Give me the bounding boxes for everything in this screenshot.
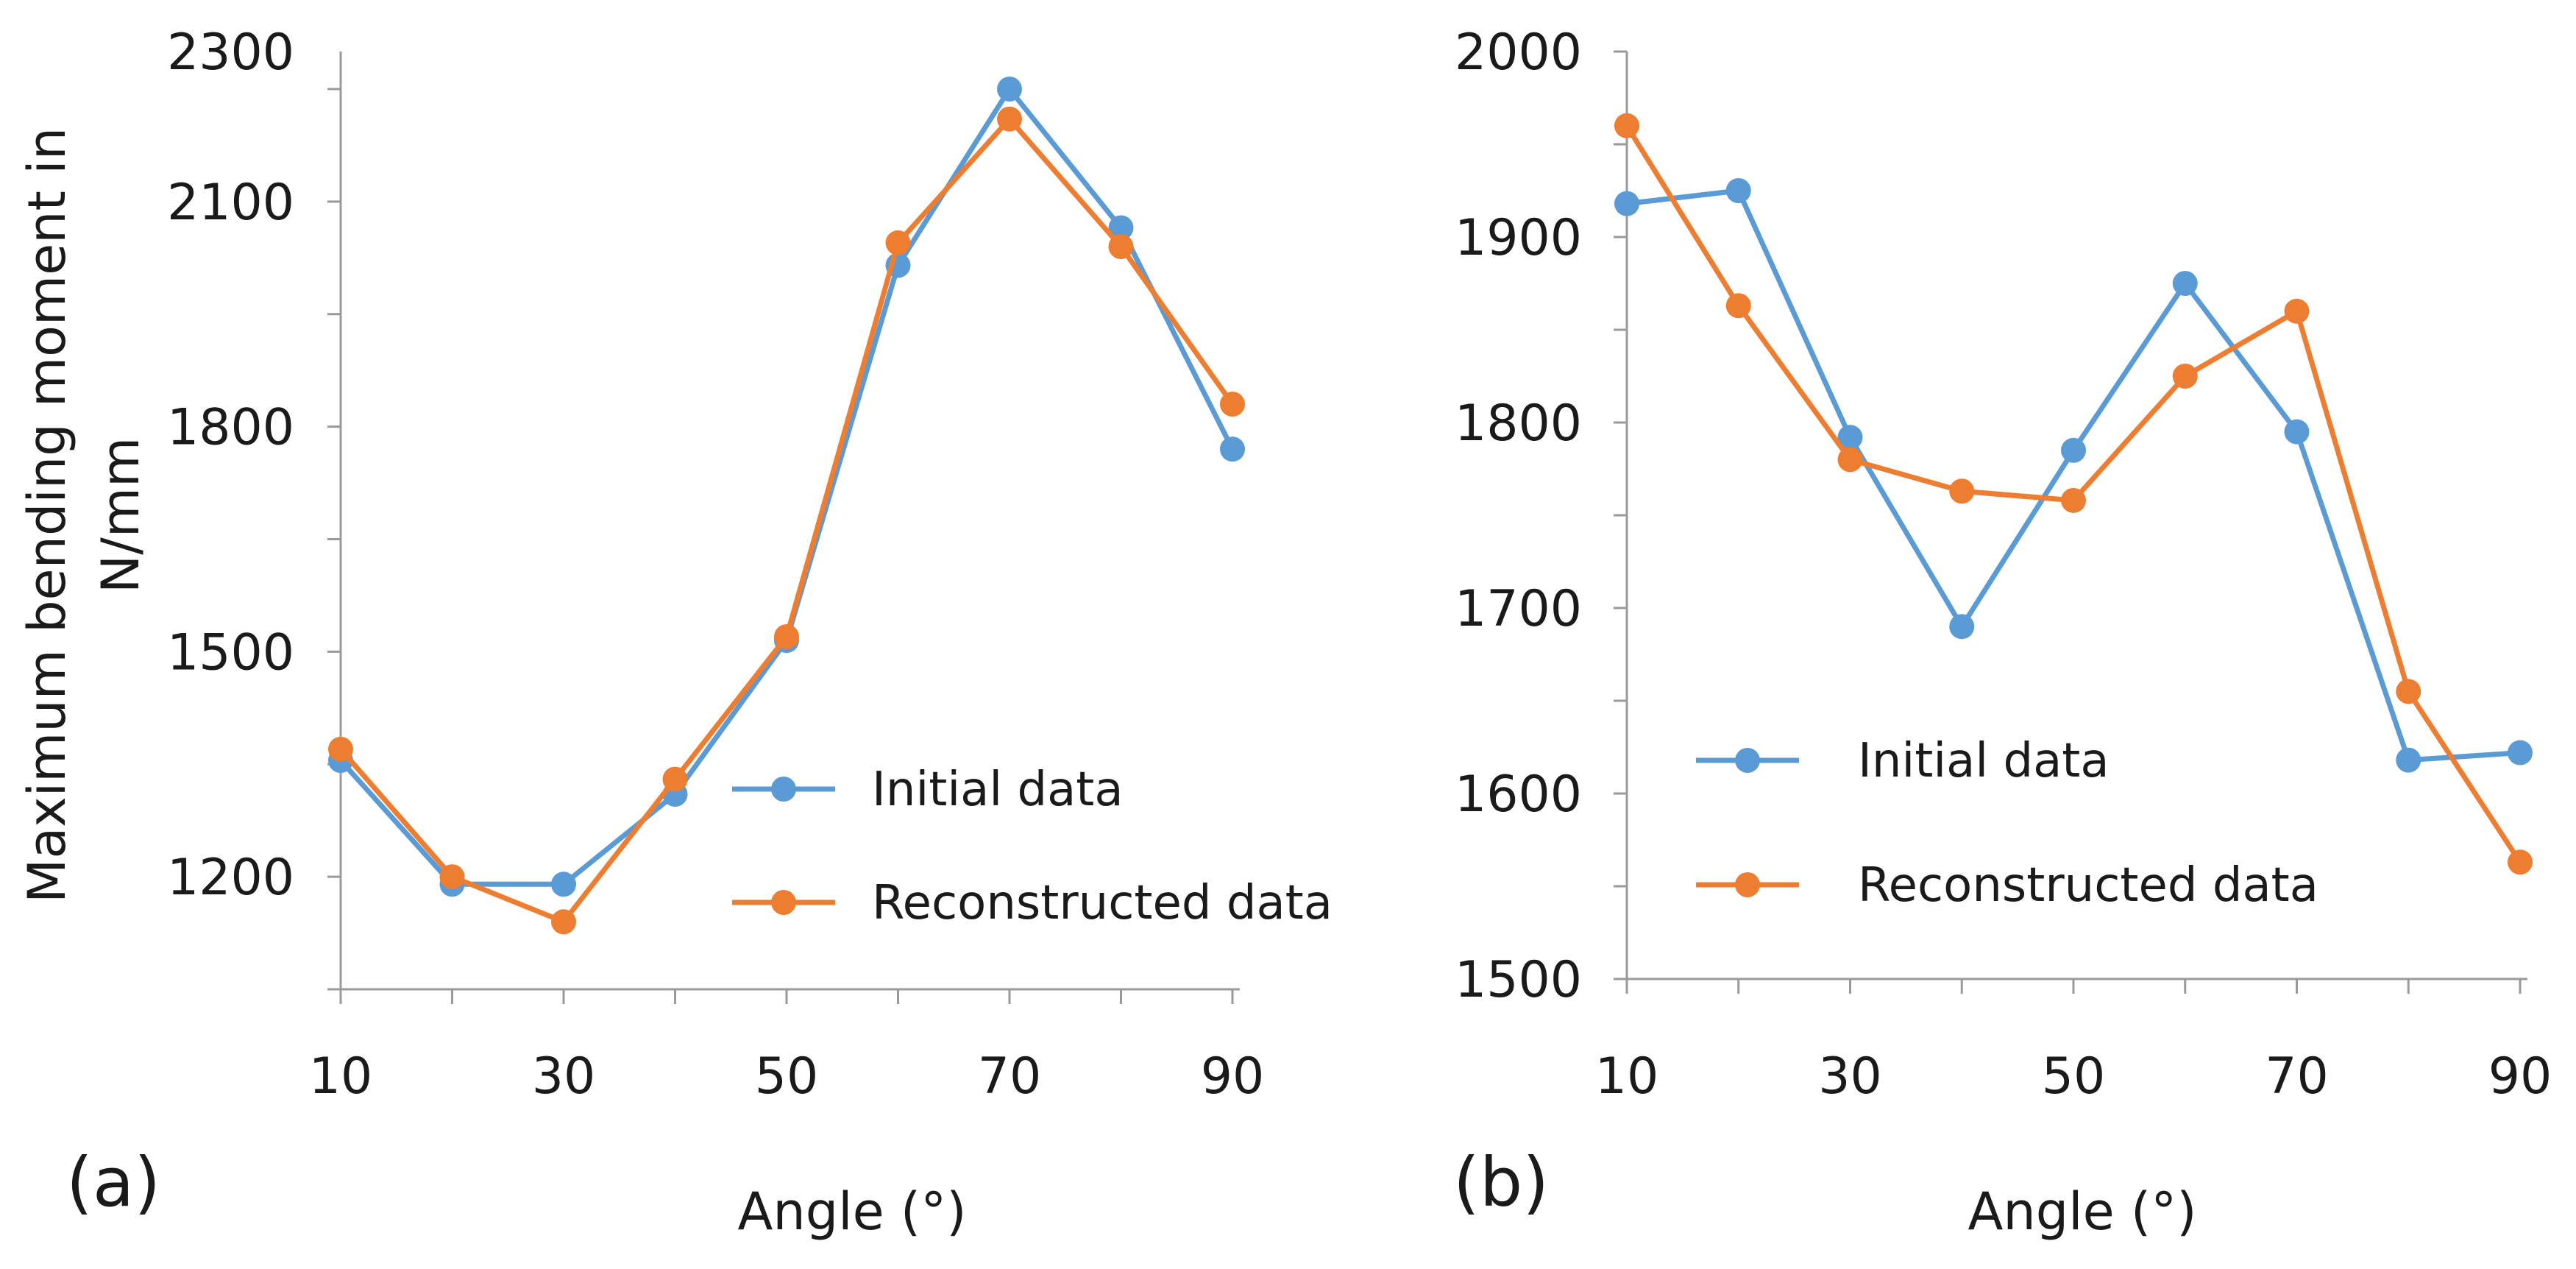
data-point-initial xyxy=(2284,419,2310,445)
x-tick-label: 30 xyxy=(1818,1047,1882,1106)
data-point-reconstructed xyxy=(551,909,576,935)
y-tick-label: 1900 xyxy=(1455,209,1582,267)
data-point-reconstructed xyxy=(774,623,799,649)
legend-marker xyxy=(771,777,796,802)
x-tick-label: 10 xyxy=(1595,1047,1659,1106)
data-point-reconstructed xyxy=(2284,298,2310,324)
legend-label: Reconstructed data xyxy=(1858,858,2318,913)
y-tick-label: 1500 xyxy=(167,623,294,682)
data-point-initial xyxy=(1220,436,1245,462)
y-tick-label: 1800 xyxy=(1455,395,1582,453)
x-tick-label: 70 xyxy=(2265,1047,2329,1106)
data-point-initial xyxy=(2508,740,2533,766)
data-point-reconstructed xyxy=(1725,293,1751,319)
y-tick-label: 1500 xyxy=(1455,951,1582,1009)
data-point-reconstructed xyxy=(885,230,911,255)
data-point-reconstructed xyxy=(439,864,465,890)
data-point-initial xyxy=(2172,271,2198,296)
series-line-initial xyxy=(1626,188,2521,763)
x-tick-label: 50 xyxy=(755,1047,819,1106)
y-tick-label: 1800 xyxy=(167,399,294,457)
x-tick-label: 90 xyxy=(1201,1047,1265,1106)
y-tick-label: 2000 xyxy=(1455,24,1582,82)
data-point-initial xyxy=(997,76,1022,102)
chart-panel-a: 1200 1500 1800 2100 2300 10 30 50 70 90 Angle (°) M… xyxy=(17,24,1333,1242)
data-point-initial xyxy=(1949,614,1975,640)
panel-label: (b) xyxy=(1453,1143,1549,1222)
data-point-initial xyxy=(2061,437,2086,463)
data-point-initial xyxy=(1108,215,1134,241)
x-tick-label: 90 xyxy=(2488,1047,2552,1106)
x-tick-label: 30 xyxy=(532,1047,596,1106)
legend-label: Reconstructed data xyxy=(872,876,1333,930)
data-point-initial xyxy=(1725,178,1751,203)
data-point-reconstructed xyxy=(997,106,1022,132)
y-tick-label: 2100 xyxy=(167,174,294,232)
panel-label: (a) xyxy=(66,1143,160,1222)
x-axis-title: Angle (°) xyxy=(737,1181,966,1242)
y-axis-title-line: N/mm xyxy=(91,437,151,593)
data-point-reconstructed xyxy=(1220,392,1245,417)
data-point-reconstructed xyxy=(1108,233,1134,259)
y-tick-label: 1700 xyxy=(1455,580,1582,638)
data-point-reconstructed xyxy=(1949,478,1975,504)
legend-marker xyxy=(1735,872,1760,897)
data-point-initial xyxy=(1837,425,1863,450)
y-axis-title-line: Maximum bending moment in xyxy=(17,127,77,903)
legend-label: Initial data xyxy=(1858,734,2110,788)
data-point-reconstructed xyxy=(1837,447,1863,473)
data-point-reconstructed xyxy=(328,736,353,762)
data-point-reconstructed xyxy=(2508,849,2533,875)
data-point-reconstructed xyxy=(1614,113,1639,138)
data-point-reconstructed xyxy=(2396,679,2421,704)
chart-panel-b: 1500 1600 1700 1800 1900 2000 10 30 50 70 90 Angle … xyxy=(1453,24,2552,1242)
legend-label: Initial data xyxy=(872,763,1124,817)
y-tick-label: 1600 xyxy=(1455,766,1582,824)
x-tick-label: 70 xyxy=(978,1047,1042,1106)
x-tick-label: 10 xyxy=(309,1047,373,1106)
y-tick-label: 1200 xyxy=(167,849,294,907)
data-point-initial xyxy=(2396,747,2421,773)
data-point-initial xyxy=(551,872,576,897)
y-tick-label: 2300 xyxy=(167,24,294,82)
data-point-reconstructed xyxy=(2061,487,2086,513)
legend-marker xyxy=(1735,748,1760,773)
data-point-reconstructed xyxy=(2172,364,2198,389)
x-tick-label: 50 xyxy=(2042,1047,2106,1106)
y-axis-title: Maximum bending moment in N/mm xyxy=(17,127,151,903)
data-point-reconstructed xyxy=(662,766,688,792)
x-axis-title: Angle (°) xyxy=(1968,1181,2196,1242)
legend-marker xyxy=(771,890,796,915)
data-point-initial xyxy=(1614,191,1639,216)
